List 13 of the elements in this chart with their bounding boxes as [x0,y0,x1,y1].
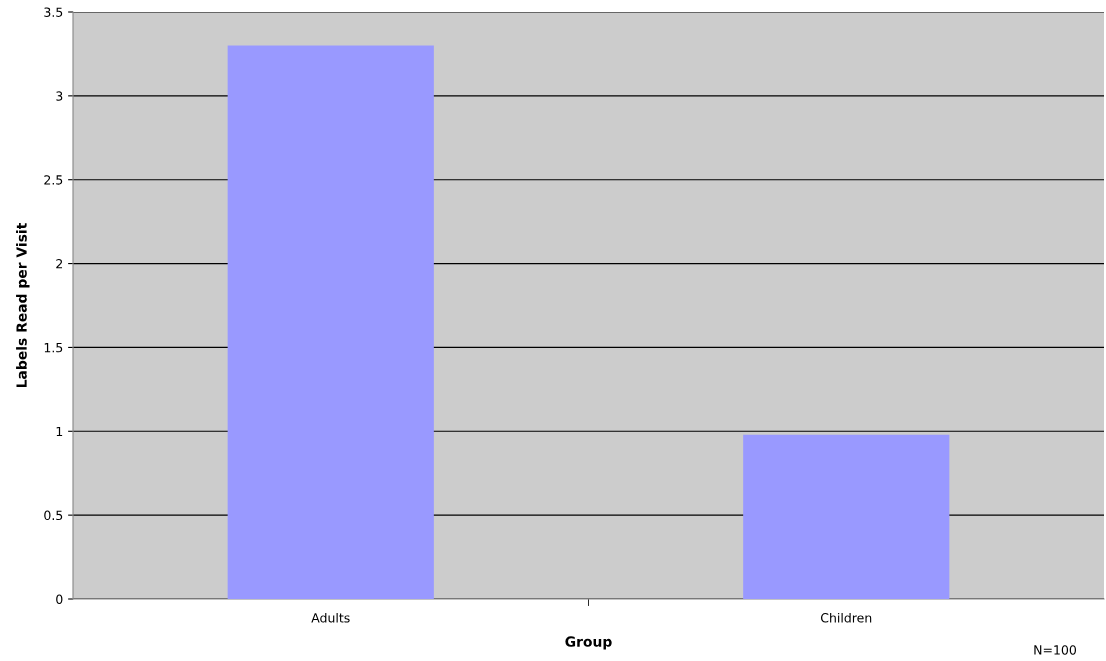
text: N=100 [1034,645,1077,655]
x-axis-title: Group [565,636,612,650]
y-tick-label: 0.5 [44,510,63,521]
y-axis-title: Labels Read per Visit [16,222,30,388]
y-tick-label: 1 [56,426,63,437]
y-tick-label: 1.5 [44,343,63,353]
y-tick-label: 3.5 [44,7,63,17]
y-tick-label: 2.5 [44,175,63,185]
x-tick-label: Adults [311,612,350,623]
y-tick-label: 0 [56,594,63,604]
x-tick-label: Children [820,612,872,623]
y-tick-label: 2 [56,259,63,269]
y-tick-label: 3 [56,91,63,101]
